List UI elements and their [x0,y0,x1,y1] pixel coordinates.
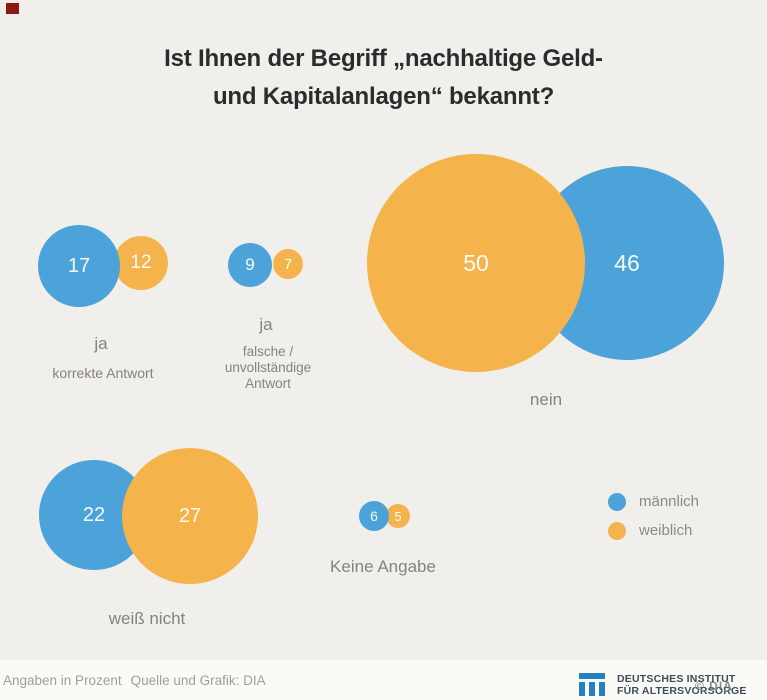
bubble-value: 7 [283,255,293,273]
group-label-ja-falsch-sub: falsche / unvollständige Antwort [225,344,311,392]
group-label-weiss-nicht: weiß nicht [108,609,186,628]
footer-unit-note: Angaben in Prozent [3,673,122,688]
group-label-ja-falsch-line4: Antwort [245,376,291,391]
bubble-nein-weiblich: 50 [367,154,585,372]
bubble-keine-angabe-weiblich: 5 [386,504,410,528]
group-label-nein: nein [529,390,563,409]
dia-logo-line2: FÜR ALTERSVORSORGE [617,684,747,697]
group-label-ja-falsch-line1: ja [259,315,273,334]
footer-note: Angaben in Prozent Quelle und Grafik: DIA [3,673,266,688]
footer-bar: Angaben in Prozent Quelle und Grafik: DIA [0,660,767,700]
footer-source: Quelle und Grafik: DIA [130,673,266,688]
group-label-ja-korrekt-line2: korrekte Antwort [52,365,154,381]
bubble-value: 17 [67,254,91,277]
bubble-weiss-nicht-weiblich: 27 [122,448,258,584]
group-label-ja-falsch-line2: falsche / [242,344,294,359]
dia-logo-icon [579,673,605,696]
bubble-value: 9 [245,255,255,274]
bubble-value: 6 [370,508,378,524]
bubble-value: 46 [614,249,640,276]
bubble-value: 12 [130,252,152,273]
legend-dot-maennlich [608,492,626,511]
bubble-value: 27 [178,504,202,527]
group-label-ja-falsch-line3: unvollständige [224,360,312,375]
chart-title-line2: und Kapitalanlagen“ bekannt? [212,83,555,110]
dia-logo: DEUTSCHES INSTITUT FÜR ALTERSVORSORGE [579,673,747,697]
legend: männlich weiblich [608,492,699,550]
bubble-ja-falsch-weiblich: 7 [273,249,303,279]
corner-brand-square [6,3,19,14]
group-label-ja-korrekt-line1: ja [94,334,108,353]
bubble-value: 50 [463,249,489,276]
legend-item-weiblich: weiblich [608,521,699,540]
bubble-value: 5 [394,508,402,524]
bubble-ja-falsch-maennlich: 9 [228,243,272,287]
legend-label-maennlich: männlich [639,493,700,510]
legend-label-weiblich: weiblich [639,522,693,539]
bubble-keine-angabe-maennlich: 6 [359,501,389,531]
bubble-ja-korrekt-maennlich: 17 [38,225,120,307]
copyright-watermark: © DIA [695,679,733,693]
legend-item-maennlich: männlich [608,492,699,511]
bubble-value: 22 [82,503,106,526]
legend-dot-weiblich [608,521,626,540]
chart-title: Ist Ihnen der Begriff „nachhaltige Geld-… [0,40,767,116]
chart-title-line1: Ist Ihnen der Begriff „nachhaltige Geld- [164,45,603,72]
group-label-keine-angabe: Keine Angabe [330,557,436,576]
dia-logo-line1: DEUTSCHES INSTITUT [617,673,736,685]
bubble-ja-korrekt-weiblich: 12 [114,236,168,290]
dia-logo-text: DEUTSCHES INSTITUT FÜR ALTERSVORSORGE [617,673,747,697]
